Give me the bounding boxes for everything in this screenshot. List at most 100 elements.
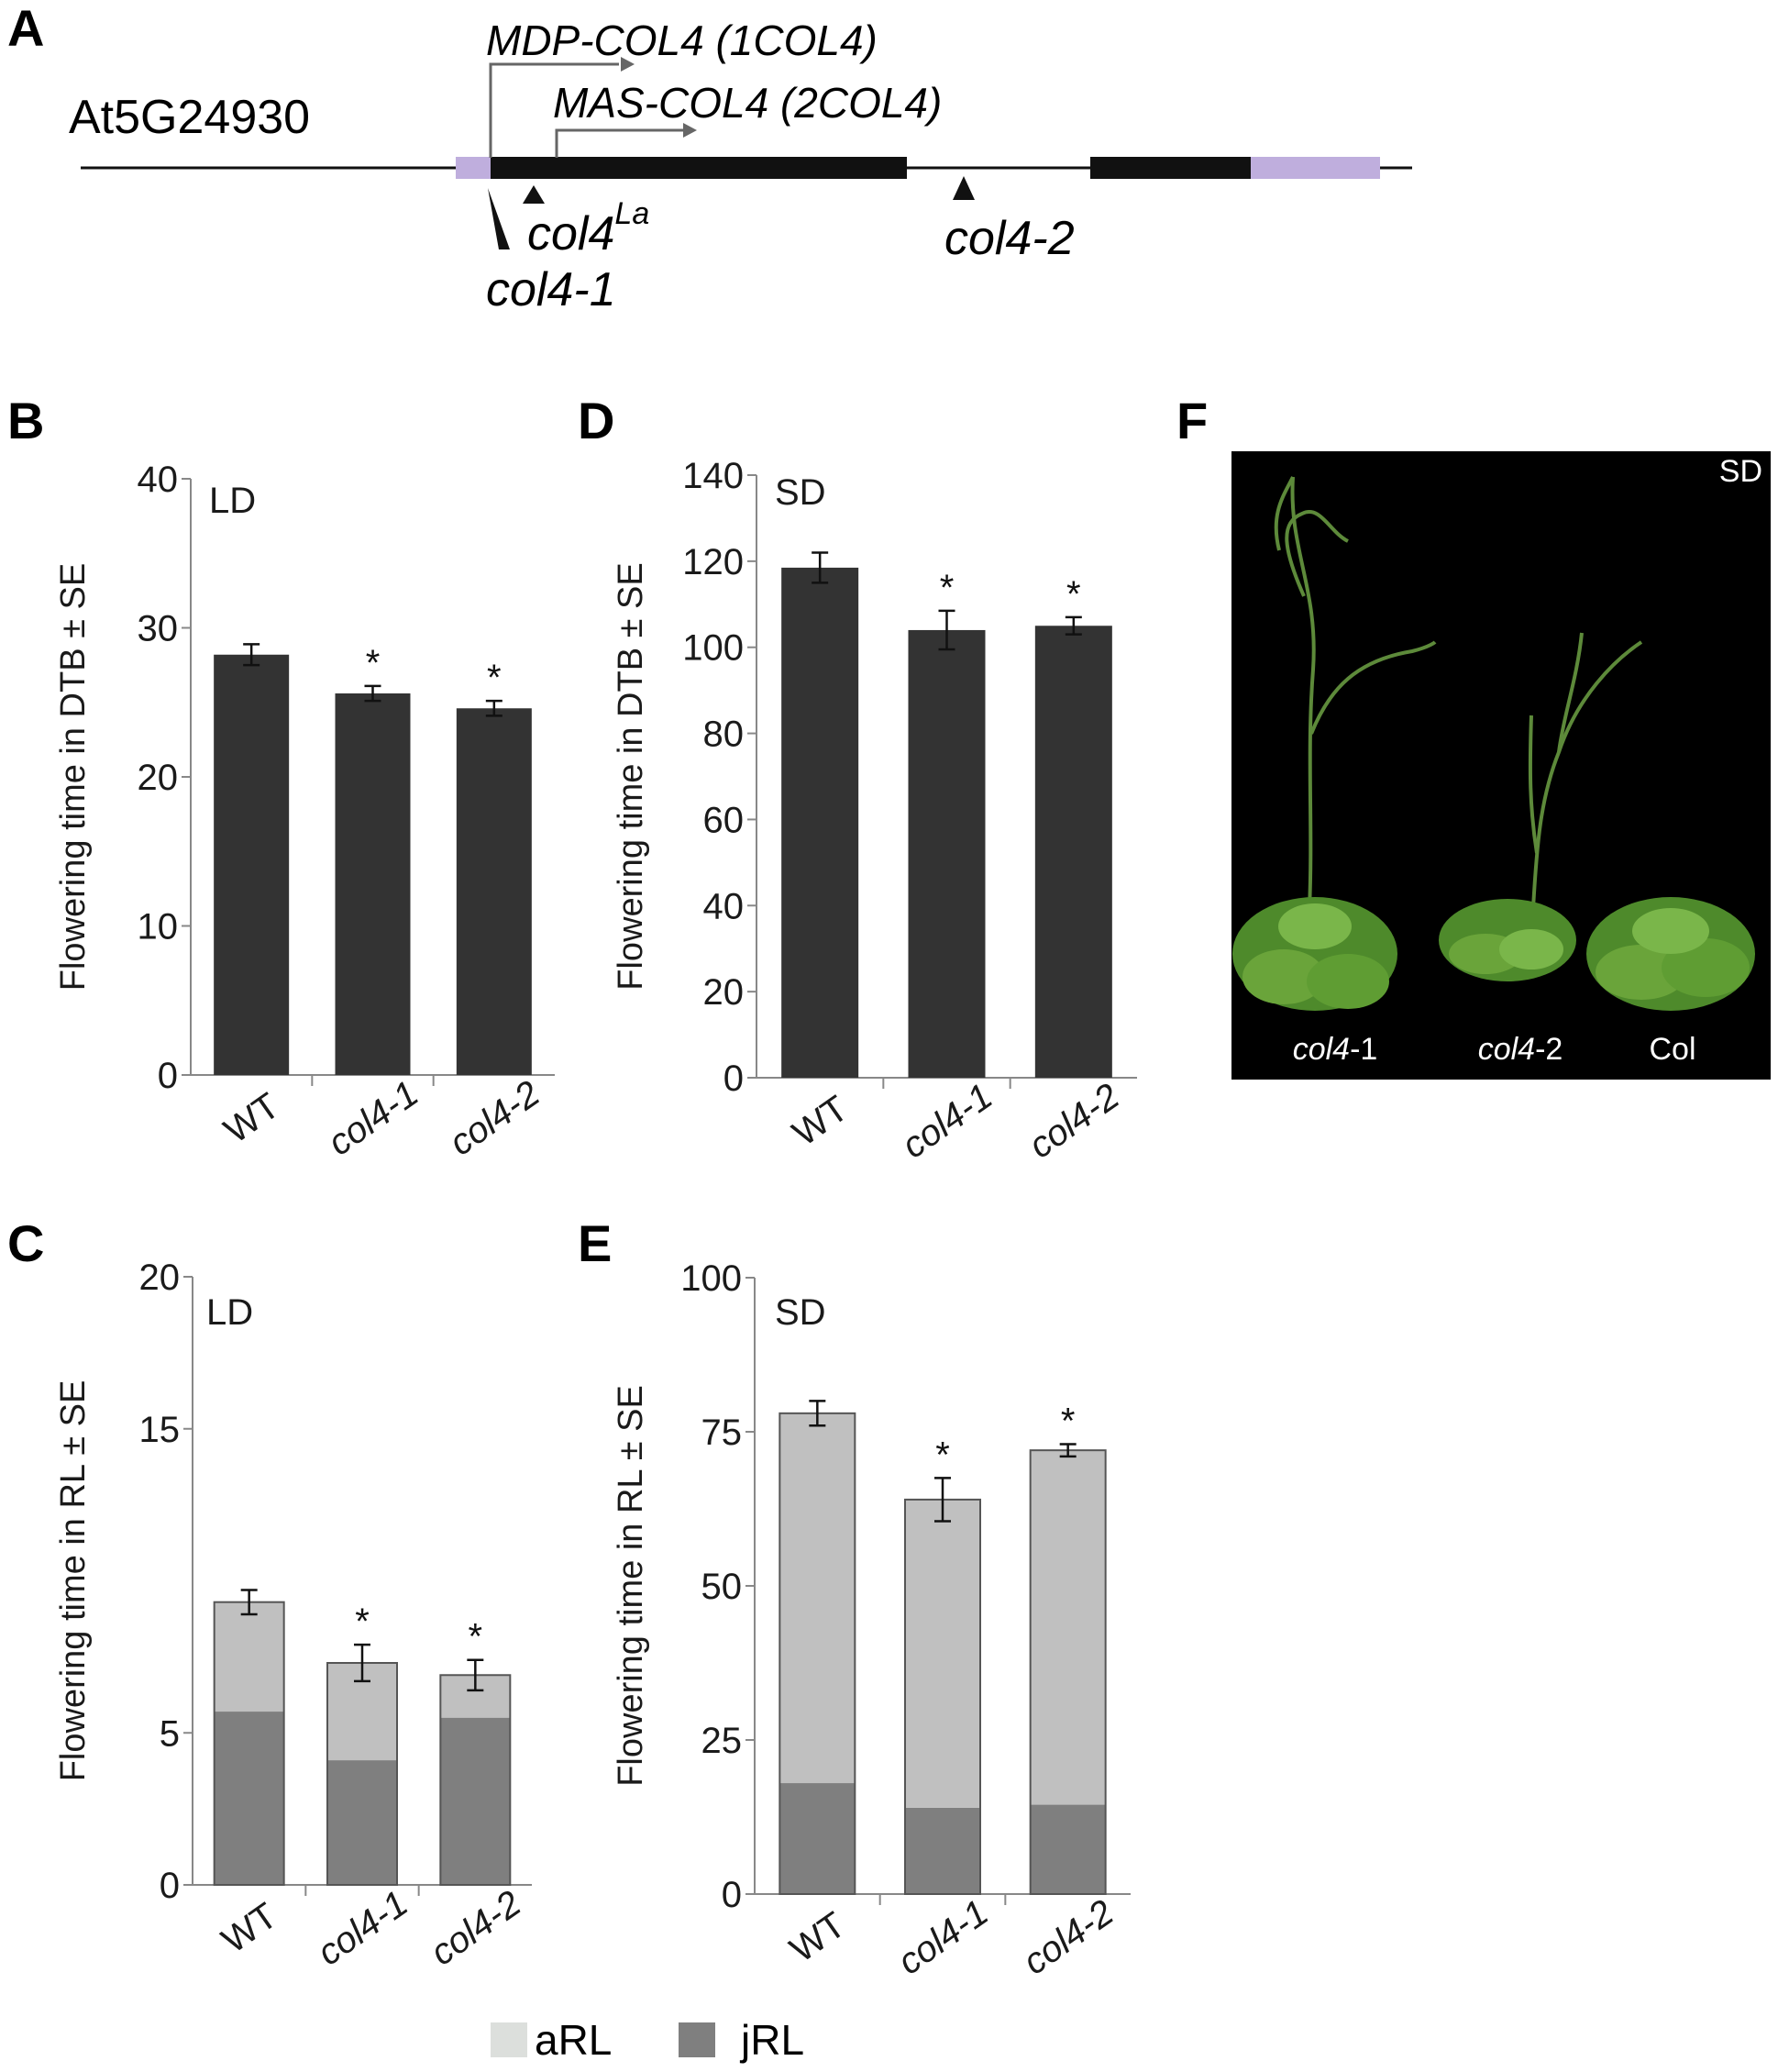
- plant-col4-2-rosette-icon: [1439, 899, 1576, 981]
- y-tick-label-d: 100: [682, 628, 744, 669]
- chart-c: 0 5 15 20 Flowering time in RL ± SE LD WT * col4…: [54, 1258, 532, 1974]
- panel-letter-b: B: [7, 392, 44, 449]
- y-axis-label-c: Flowering time in RL ± SE: [54, 1380, 93, 1782]
- chart-e: 0 25 50 75 100 Flowering time in RL ± SE SD WT *…: [612, 1258, 1131, 1983]
- y-tick-label-b: 20: [138, 758, 179, 798]
- y-tick-label-e: 0: [722, 1875, 742, 1915]
- bar-jrl-e: [779, 1783, 856, 1894]
- bar-jrl-c: [327, 1760, 397, 1885]
- y-axis-label-b: Flowering time in DTB ± SE: [54, 563, 93, 991]
- bar-d: [908, 629, 986, 1078]
- significance-star-b: *: [366, 643, 381, 683]
- significance-star-c: *: [469, 1617, 483, 1657]
- bar-d: [1034, 626, 1112, 1078]
- gene-name: At5G24930: [69, 91, 310, 144]
- chart-d: 0 20 40 60 80 100 120 140 Flowering time in DTB …: [612, 456, 1137, 1167]
- significance-star-d: *: [1066, 574, 1081, 615]
- transcript-arrow-mas: [555, 123, 697, 158]
- y-tick-label-c: 0: [160, 1866, 180, 1906]
- insertion-label-col4la: col4La: [527, 196, 649, 260]
- plant-label-col4-2: col4-2: [1478, 1032, 1563, 1067]
- legend-swatch-jrl: [679, 2022, 715, 2057]
- panel-letter-f: F: [1176, 392, 1208, 449]
- condition-label-e: SD: [775, 1292, 826, 1333]
- y-tick-label-d: 140: [682, 456, 744, 496]
- bar-jrl-c: [214, 1712, 284, 1885]
- y-tick-label-b: 40: [138, 460, 179, 500]
- x-tick-label-b: col4-2: [442, 1073, 547, 1164]
- bar-arl-c: [214, 1601, 284, 1712]
- significance-star-b: *: [487, 658, 502, 698]
- plant-label-col4-1: col4-1: [1293, 1032, 1378, 1067]
- bar-jrl-e: [905, 1807, 980, 1894]
- insertion-label-col4-1: col4-1: [486, 263, 616, 316]
- y-tick-label-d: 40: [703, 886, 745, 926]
- exon-2: [1090, 157, 1251, 179]
- bar-b: [335, 693, 411, 1075]
- x-tick-label-e: WT: [783, 1904, 853, 1970]
- chart-b: 0 10 20 30 40 Flowering time in DTB ± SE LD WT *…: [54, 460, 555, 1164]
- y-tick-label-d: 60: [703, 800, 745, 840]
- insertion-col4-2-icon: [953, 176, 975, 200]
- insertion-col4la-icon: [523, 185, 545, 204]
- utr-5prime: [456, 157, 491, 179]
- plant-label-col: Col: [1649, 1032, 1695, 1067]
- x-tick-label-d: WT: [786, 1088, 856, 1154]
- bar-arl-e: [1030, 1450, 1106, 1805]
- y-tick-label-b: 10: [138, 907, 179, 947]
- plant-col-rosette-icon: [1586, 897, 1755, 1011]
- x-tick-label-c: col4-1: [310, 1883, 414, 1974]
- y-tick-label-b: 0: [158, 1056, 178, 1096]
- x-tick-label-c: WT: [215, 1895, 284, 1961]
- legend-label-jrl: jRL: [739, 2016, 804, 2064]
- bar-b: [214, 654, 290, 1075]
- y-tick-label-e: 75: [701, 1413, 743, 1453]
- plant-col4-1-icon: [1274, 476, 1437, 909]
- x-tick-label-e: col4-2: [1016, 1892, 1121, 1983]
- panel-f: SD: [1231, 451, 1771, 1080]
- x-tick-label-c: col4-2: [424, 1883, 528, 1974]
- bar-jrl-c: [440, 1717, 511, 1885]
- significance-star-e: *: [935, 1435, 950, 1475]
- y-tick-label-c: 20: [139, 1258, 181, 1298]
- significance-star-c: *: [355, 1601, 370, 1642]
- condition-label-b: LD: [209, 481, 256, 521]
- panel-letter-d: D: [578, 392, 614, 449]
- plant-col4-1-rosette-icon: [1232, 897, 1397, 1011]
- y-tick-label-c: 15: [139, 1410, 181, 1450]
- y-tick-label-e: 50: [701, 1567, 743, 1607]
- x-tick-label-b: WT: [217, 1085, 287, 1151]
- significance-star-d: *: [940, 568, 955, 608]
- legend: aRL jRL: [491, 2016, 804, 2064]
- panel-letter-a: A: [7, 0, 44, 57]
- y-tick-label-d: 0: [723, 1058, 744, 1099]
- condition-label-d: SD: [775, 472, 826, 513]
- x-tick-label-b: col4-1: [321, 1073, 425, 1164]
- transcript-label-mas: MAS-COL4 (2COL4): [553, 79, 942, 127]
- y-tick-label-d: 20: [703, 972, 745, 1013]
- exon-1: [491, 157, 907, 179]
- legend-swatch-arl: [491, 2022, 527, 2057]
- insertion-col4-1-icon: [488, 188, 510, 249]
- bar-arl-e: [905, 1499, 980, 1808]
- x-tick-label-e: col4-1: [890, 1892, 995, 1983]
- y-axis-label-d: Flowering time in DTB ± SE: [612, 562, 650, 990]
- condition-label-c: LD: [206, 1292, 253, 1333]
- x-tick-label-d: col4-2: [1022, 1076, 1126, 1167]
- transcript-label-mdp: MDP-COL4 (1COL4): [486, 17, 878, 64]
- panel-a: A At5G24930 MDP-COL4 (1COL4) MAS-COL4 (2…: [7, 0, 1412, 316]
- panel-letter-c: C: [7, 1214, 44, 1272]
- bar-d: [781, 567, 859, 1078]
- bar-arl-e: [779, 1413, 856, 1784]
- plant-col4-2-icon: [1528, 632, 1643, 909]
- y-tick-label-c: 5: [160, 1713, 180, 1754]
- legend-label-arl: aRL: [535, 2016, 612, 2064]
- insertion-label-col4-2: col4-2: [944, 212, 1075, 265]
- transcript-arrow-mdp: [489, 57, 635, 158]
- y-tick-label-e: 100: [680, 1258, 742, 1299]
- arabidopsis-plants-photo-icon: [1232, 476, 1755, 1011]
- y-tick-label-d: 80: [703, 715, 745, 755]
- photo-condition: SD: [1719, 454, 1762, 489]
- y-tick-label-d: 120: [682, 542, 744, 582]
